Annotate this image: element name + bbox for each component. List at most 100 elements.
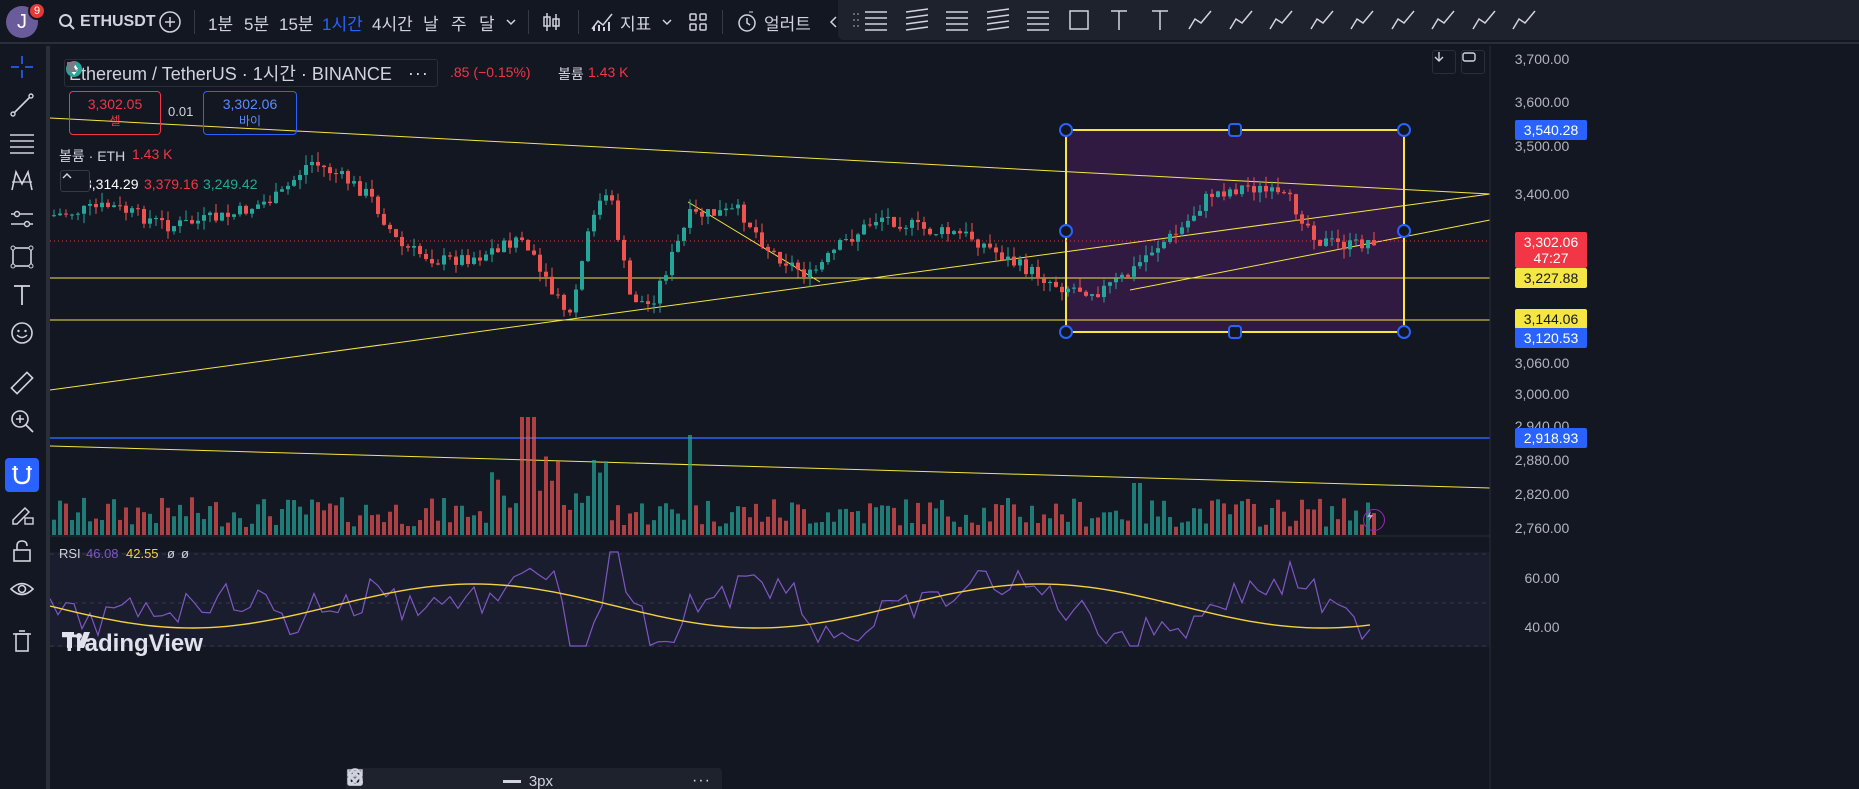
pattern-tool[interactable] bbox=[5, 164, 39, 198]
icon-tool[interactable] bbox=[5, 316, 39, 350]
more-icon[interactable]: ··· bbox=[407, 62, 429, 83]
brush-tool[interactable] bbox=[1348, 6, 1376, 34]
zoom-tool[interactable] bbox=[5, 404, 39, 438]
sell-button[interactable]: 3,302.05 셀 bbox=[69, 91, 161, 135]
delete-drawing-button[interactable] bbox=[348, 768, 681, 789]
candle-body bbox=[1018, 259, 1022, 266]
stay-in-drawing-tool[interactable] bbox=[5, 496, 39, 530]
volume-indicator-label[interactable]: 볼륨 · ETH bbox=[59, 148, 126, 164]
candle-body bbox=[904, 227, 908, 229]
rectangle-tool[interactable] bbox=[1065, 6, 1093, 34]
interval-month[interactable]: 달 bbox=[479, 14, 495, 34]
alert-button[interactable]: 얼러트 bbox=[736, 0, 811, 44]
cross-line-tool[interactable] bbox=[1470, 6, 1498, 34]
volume-bar bbox=[904, 499, 908, 535]
trend-line-tool[interactable] bbox=[5, 88, 39, 122]
candle-body bbox=[802, 269, 806, 277]
templates-button[interactable] bbox=[688, 0, 708, 44]
candle-body bbox=[70, 214, 74, 216]
volume-bar bbox=[52, 519, 56, 535]
rsi-label[interactable]: RSI bbox=[59, 546, 81, 561]
candle-body bbox=[334, 173, 338, 175]
interval-4h[interactable]: 4시간 bbox=[372, 14, 413, 34]
fib-tool[interactable] bbox=[5, 126, 39, 160]
compare-symbol-button[interactable] bbox=[158, 0, 182, 44]
drag-handle-tool[interactable] bbox=[842, 6, 870, 34]
template-button[interactable] bbox=[347, 768, 416, 789]
candle-body bbox=[856, 234, 860, 242]
symbol-legend[interactable]: Ethereum / TetherUS · 1시간 · BINANCE ··· bbox=[64, 59, 438, 87]
volume-bar bbox=[952, 521, 956, 535]
candle-body bbox=[934, 234, 938, 236]
fib-retracement-tool[interactable] bbox=[862, 6, 890, 34]
collapse-legend-button[interactable] bbox=[60, 170, 90, 192]
drawing-toolbar bbox=[838, 0, 1859, 40]
text-tool[interactable] bbox=[5, 278, 39, 312]
eye-icon bbox=[9, 582, 35, 596]
line-color-button[interactable] bbox=[348, 768, 457, 789]
candle-body bbox=[214, 212, 218, 221]
parallel-channel-tool[interactable] bbox=[903, 6, 931, 34]
text-tool[interactable] bbox=[1105, 6, 1133, 34]
buy-button[interactable]: 3,302.06 바이 bbox=[203, 91, 297, 135]
trend-angle-tool[interactable] bbox=[1510, 6, 1538, 34]
polyline-tool[interactable] bbox=[1308, 6, 1336, 34]
indicators-dropdown[interactable] bbox=[660, 0, 674, 44]
fill-color-button[interactable] bbox=[349, 768, 498, 789]
magnet-tool[interactable] bbox=[5, 458, 39, 492]
abcd-pattern-tool[interactable] bbox=[1267, 6, 1295, 34]
measure-tool[interactable] bbox=[5, 366, 39, 400]
candle-body bbox=[730, 208, 734, 210]
candle-body bbox=[766, 246, 770, 251]
scroll-to-latest-button[interactable] bbox=[1432, 50, 1456, 74]
crosshair-tool[interactable] bbox=[5, 50, 39, 84]
more-options-button[interactable]: ··· bbox=[681, 768, 722, 789]
pitchfork-tool[interactable] bbox=[943, 6, 971, 34]
volume-bar bbox=[832, 521, 836, 535]
chart-type-button[interactable] bbox=[540, 0, 562, 44]
forecast-tool[interactable] bbox=[5, 202, 39, 236]
anchored-text-tool[interactable] bbox=[1146, 6, 1174, 34]
candle-body bbox=[148, 218, 152, 224]
volume-bar bbox=[1246, 498, 1250, 535]
volume-bar bbox=[736, 506, 740, 535]
elliott-wave-tool[interactable] bbox=[1227, 6, 1255, 34]
interval-day[interactable]: 날 bbox=[423, 14, 439, 34]
chart-pane[interactable]: Ethereum / TetherUS · 1시간 · BINANCE ··· … bbox=[50, 46, 1859, 789]
volume-bar bbox=[994, 504, 998, 535]
indicators-button[interactable]: 지표 bbox=[590, 0, 651, 44]
collapse-arrow[interactable] bbox=[828, 0, 840, 44]
candle-body bbox=[1186, 220, 1190, 228]
candle-body bbox=[508, 240, 512, 248]
price-chart[interactable] bbox=[50, 46, 1859, 789]
candle-body bbox=[232, 214, 236, 217]
regression-tool[interactable] bbox=[984, 6, 1012, 34]
gann-box-tool[interactable] bbox=[1024, 6, 1052, 34]
volume-bar bbox=[538, 490, 542, 535]
interval-1h[interactable]: 1시간 bbox=[322, 14, 363, 34]
interval-1m[interactable]: 1분 bbox=[208, 14, 234, 34]
volume-bar bbox=[886, 505, 890, 535]
vertical-line-tool[interactable] bbox=[1429, 6, 1457, 34]
horizontal-ray-tool[interactable] bbox=[1389, 6, 1417, 34]
line-width-button[interactable]: 3px bbox=[498, 768, 558, 789]
candle-body bbox=[862, 224, 866, 235]
volume-bar bbox=[190, 497, 194, 535]
interval-15m[interactable]: 15분 bbox=[279, 14, 314, 34]
lock-drawings-tool[interactable] bbox=[5, 534, 39, 568]
fullscreen-button[interactable] bbox=[1461, 50, 1485, 74]
remove-drawings-tool[interactable] bbox=[5, 624, 39, 658]
interval-week[interactable]: 주 bbox=[451, 14, 467, 34]
hide-drawings-tool[interactable] bbox=[5, 572, 39, 606]
volume-bar bbox=[214, 502, 218, 535]
replay-button[interactable] bbox=[1363, 509, 1385, 531]
settings-button[interactable] bbox=[348, 768, 599, 789]
symbol-search-button[interactable]: ETHUSDT bbox=[58, 0, 156, 44]
path-tool[interactable] bbox=[1186, 6, 1214, 34]
interval-5m[interactable]: 5분 bbox=[244, 14, 270, 34]
candle-body bbox=[616, 200, 620, 240]
volume-bar bbox=[1168, 517, 1172, 535]
lock-drawing-button[interactable] bbox=[348, 768, 640, 789]
shape-tool[interactable] bbox=[5, 240, 39, 274]
interval-dropdown[interactable] bbox=[504, 0, 518, 44]
